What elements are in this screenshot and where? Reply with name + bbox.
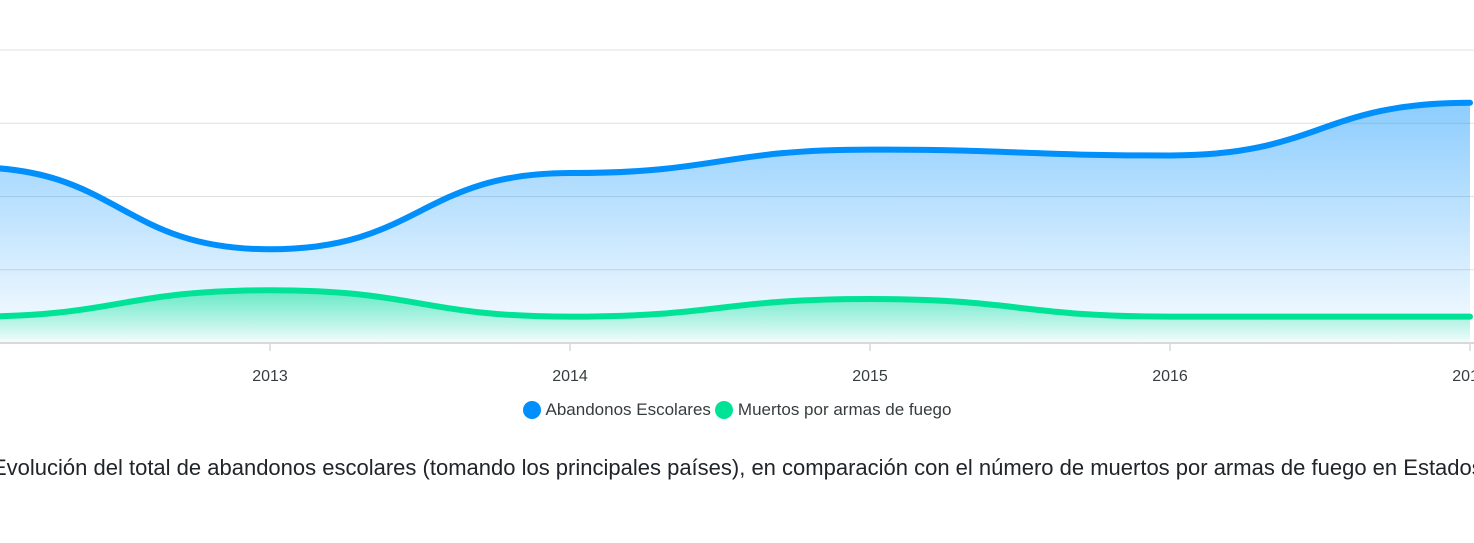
series-area-1	[0, 290, 1470, 343]
legend-label-muertos: Muertos por armas de fuego	[737, 400, 952, 419]
x-tick-label: 2013	[252, 368, 288, 385]
series-area-0	[0, 102, 1470, 343]
legend-item-abandonos[interactable]: Abandonos Escolares	[522, 400, 711, 420]
series-line-0	[0, 99, 1473, 253]
x-axis: 201220132014201520162017	[0, 342, 1474, 385]
x-tick-label: 2016	[1152, 368, 1188, 385]
x-tick-label: 2017	[1452, 368, 1474, 385]
chart-svg: 201220132014201520162017	[0, 49, 1474, 385]
series-lines	[0, 99, 1473, 320]
chart-legend: Abandonos Escolares Muertos por armas de…	[0, 398, 1474, 422]
series-areas	[0, 102, 1470, 343]
x-tick-label: 2015	[852, 368, 888, 385]
legend-marker-green	[714, 401, 733, 419]
series-line-1	[0, 287, 1473, 320]
area-chart: 201220132014201520162017	[0, 49, 1474, 385]
legend-marker-blue	[522, 401, 541, 419]
legend-label-abandonos: Abandonos Escolares	[545, 400, 711, 419]
legend-item-muertos[interactable]: Muertos por armas de fuego	[714, 400, 952, 420]
x-tick-label: 2014	[552, 368, 588, 385]
chart-caption: Evolución del total de abandonos escolar…	[0, 455, 1474, 480]
